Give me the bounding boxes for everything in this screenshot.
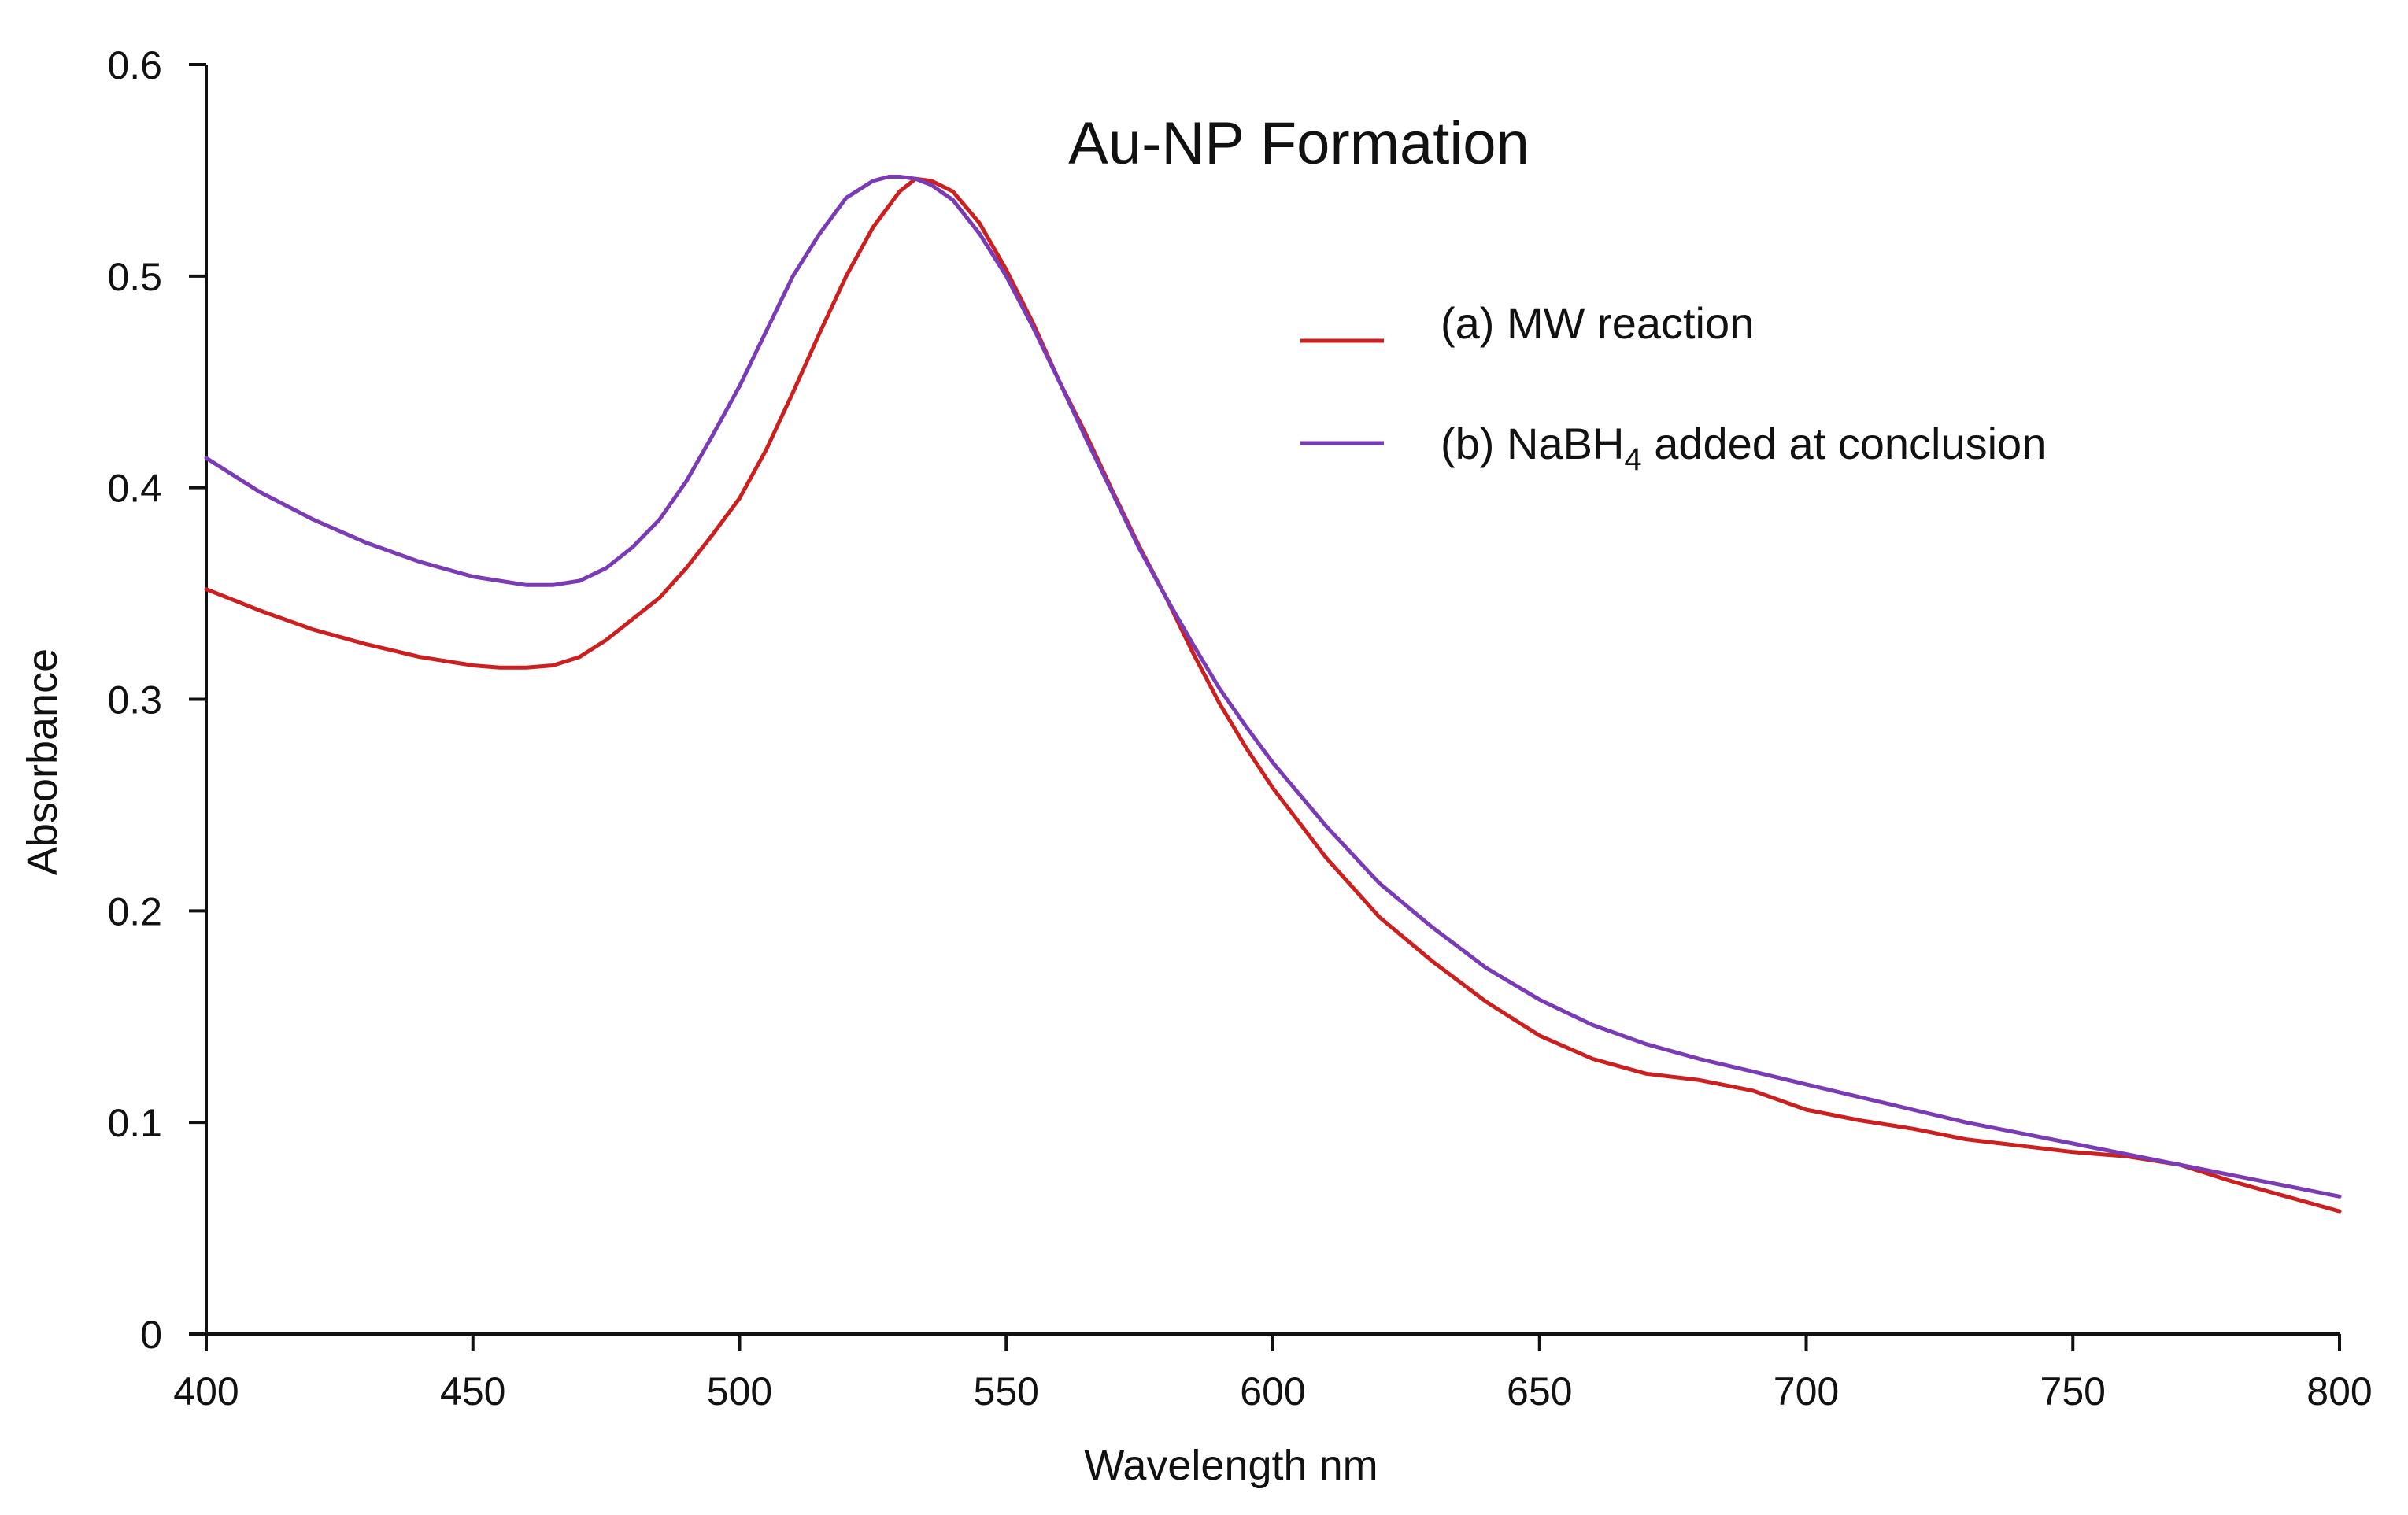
legend: (a) MW reaction (b) NaBH4 added at concl… [1300,298,2046,477]
y-tick-label: 0.2 [107,889,162,933]
y-tick-label: 0 [140,1313,162,1357]
legend-label-nabh4-suffix: added at conclusion [1642,419,2047,468]
y-tick-label: 0.3 [107,678,162,722]
x-tick-label: 650 [1507,1369,1572,1413]
legend-label-mw-reaction: (a) MW reaction [1441,298,1754,348]
y-axis-ticks: 0 0.1 0.2 0.3 0.4 0.5 0.6 [107,43,206,1357]
y-tick-label: 0.6 [107,43,162,87]
x-tick-label: 450 [440,1369,505,1413]
x-tick-label: 700 [1774,1369,1839,1413]
y-axis-title: Absorbance [19,648,66,875]
x-tick-label: 800 [2306,1369,2372,1413]
chart-title: Au-NP Formation [1068,110,1530,177]
x-tick-label: 400 [173,1369,239,1413]
plot-area: 400 450 500 550 600 650 700 750 800 0 0.1 0.2 0.3 0.… [107,43,2372,1413]
series-line-mw-reaction [204,176,2342,1214]
y-tick-label: 0.1 [107,1101,162,1145]
x-tick-label: 500 [707,1369,772,1413]
legend-label-nabh4-subscript: 4 [1624,442,1641,477]
x-tick-label: 600 [1240,1369,1305,1413]
x-tick-label: 750 [2040,1369,2106,1413]
x-tick-label: 550 [974,1369,1039,1413]
x-axis-ticks: 400 450 500 550 600 650 700 750 800 [173,1334,2373,1413]
legend-label-nabh4-prefix: (b) NaBH [1441,419,1624,468]
legend-label-nabh4: (b) NaBH4 added at conclusion [1441,419,2046,477]
y-tick-label: 0.4 [107,467,162,511]
x-axis-title: Wavelength nm [1084,1442,1378,1489]
y-tick-label: 0.5 [107,255,162,299]
series-layer [204,175,2342,1214]
series-line-nabh4 [204,175,2342,1199]
